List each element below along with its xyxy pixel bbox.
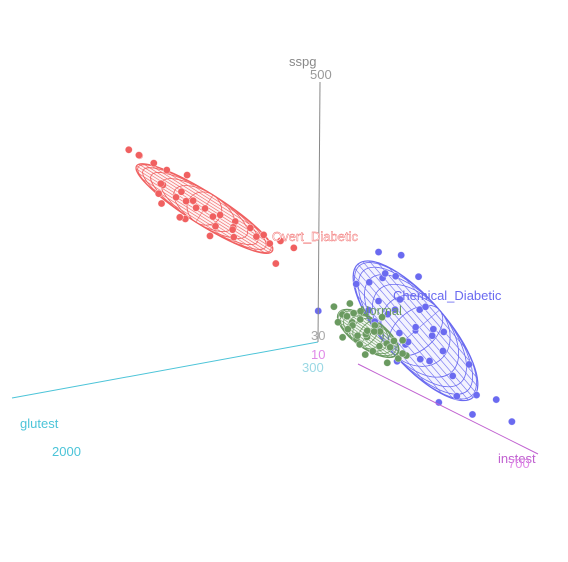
data-point [353,280,360,287]
data-point [190,197,197,204]
data-point [178,188,185,195]
data-point [192,204,199,211]
data-point [350,310,357,317]
data-point [465,361,472,368]
data-point [415,273,422,280]
data-point [390,337,397,344]
data-point [290,244,297,251]
data-point [212,223,219,230]
data-point [150,160,157,167]
data-point [182,198,189,205]
group-label-overt-diabetic: Overt_Diabetic [272,229,358,244]
data-point [209,213,216,220]
data-point [163,166,170,173]
glutest-axis-line [12,342,318,398]
data-point [384,359,391,366]
sspg-tick-min: 30 [311,328,325,343]
data-point [229,226,236,233]
data-point [449,372,456,379]
data-point [356,341,363,348]
data-point [376,343,383,350]
data-point [422,303,429,310]
data-point [343,313,350,320]
data-point [453,393,460,400]
data-point [440,328,447,335]
data-point [253,233,260,240]
sspg-tick-max: 500 [310,67,332,82]
data-point [369,348,376,355]
glutest-tick-min: 300 [302,360,324,375]
data-point [344,326,351,333]
data-point [206,232,213,239]
data-point [155,190,162,197]
data-point [469,411,476,418]
data-point [429,332,436,339]
data-point [176,214,183,221]
data-point [362,351,369,358]
data-point [346,300,353,307]
data-point [412,324,419,331]
data-point [508,418,515,425]
instest-tick-max: 700 [508,456,530,471]
data-point [426,357,433,364]
ellipsoid-parallel [138,173,266,253]
data-point [371,328,378,335]
data-point [158,200,165,207]
data-point [399,350,406,357]
data-point [272,260,279,267]
data-point [396,329,403,336]
data-point [157,180,164,187]
data-point [260,231,267,238]
instest-tick-min: 10 [311,347,325,362]
glutest-tick-max: 2000 [52,444,81,459]
data-point [354,332,361,339]
data-point [398,252,405,259]
data-point [473,391,480,398]
data-point [364,327,371,334]
data-point [392,273,399,280]
data-point [201,205,208,212]
data-point [172,194,179,201]
data-point [382,270,389,277]
group-label-chemical-diabetic: Chemical_Diabetic [393,288,502,303]
data-point [417,356,424,363]
data-point [230,234,237,241]
data-point [366,279,373,286]
data-point [387,344,394,351]
data-point [125,146,132,153]
group-label-normal: Normal [360,303,402,318]
data-point [375,248,382,255]
data-point [334,319,341,326]
data-point [217,211,224,218]
data-point [247,224,254,231]
data-point [399,337,406,344]
glutest-axis-label: glutest [20,416,59,431]
data-point [135,152,142,159]
data-point [339,334,346,341]
data-point [330,303,337,310]
data-point [183,171,190,178]
sspg-axis-line [318,82,320,342]
data-point [493,396,500,403]
data-point [430,326,437,333]
data-point [439,347,446,354]
